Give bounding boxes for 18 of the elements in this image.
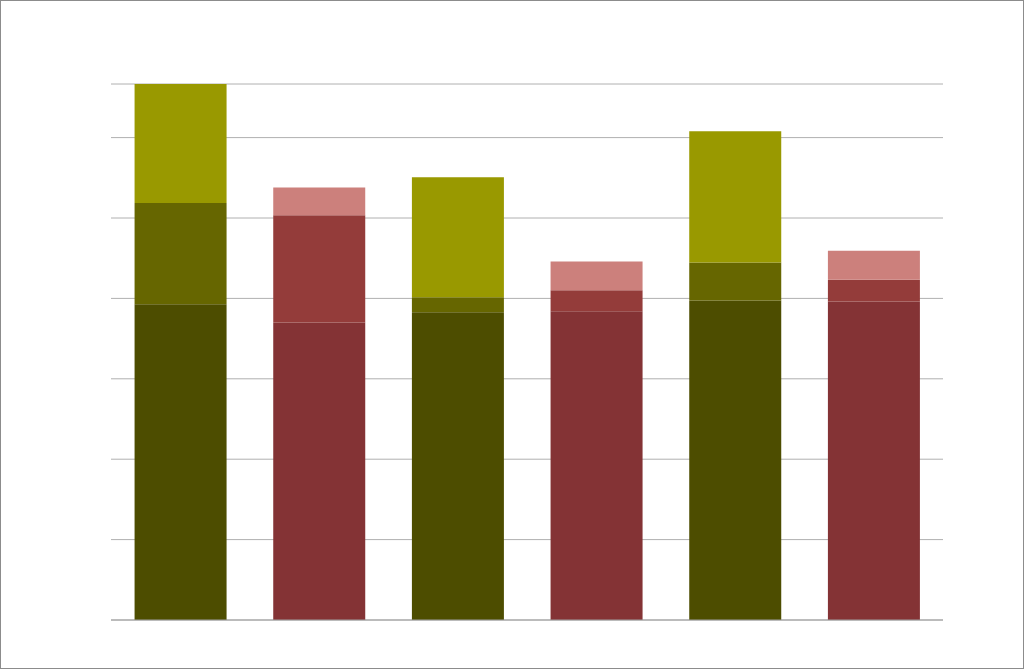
- bar: [550, 261, 643, 291]
- bar: [689, 131, 782, 263]
- bar: [550, 290, 643, 312]
- bar: [550, 311, 643, 620]
- bar: [411, 312, 504, 620]
- bar: [273, 322, 366, 620]
- bar: [134, 304, 227, 620]
- bar: [689, 300, 782, 620]
- bar: [689, 262, 782, 301]
- bar: [827, 301, 920, 620]
- bar: [273, 215, 366, 323]
- bar: [827, 279, 920, 302]
- bar: [827, 250, 920, 280]
- bar: [411, 177, 504, 298]
- bar: [411, 297, 504, 313]
- bar: [273, 187, 366, 216]
- bar: [134, 202, 227, 305]
- bar: [134, 84, 227, 203]
